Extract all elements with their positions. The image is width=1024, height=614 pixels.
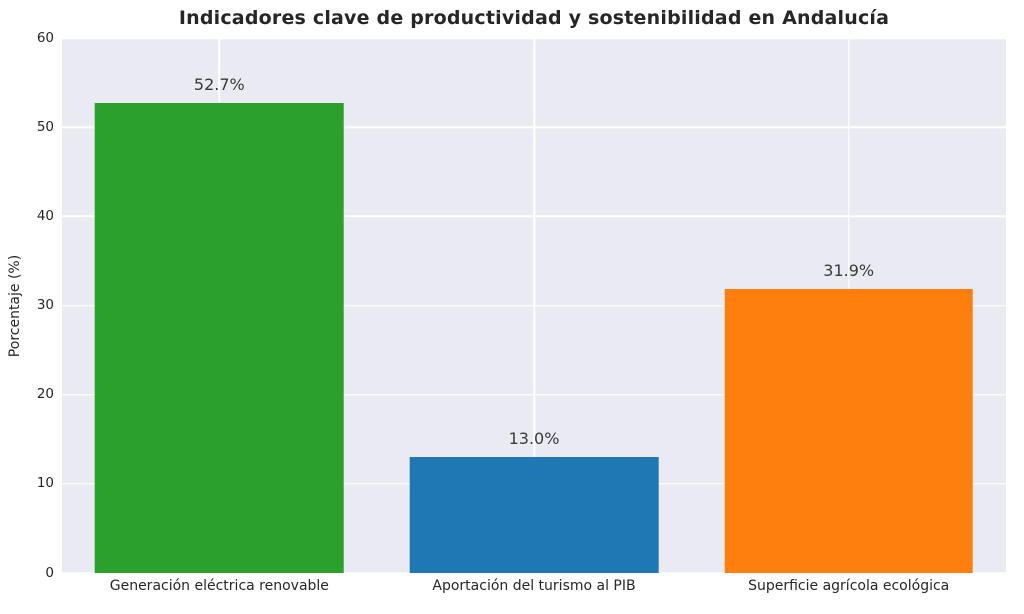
bar-slot: 13.0% xyxy=(377,38,692,573)
y-tick-label: 50 xyxy=(36,118,54,135)
bar-value-label: 52.7% xyxy=(193,75,245,95)
bar-slot: 31.9% xyxy=(691,38,1006,573)
y-tick-label: 0 xyxy=(45,564,54,581)
y-tick-label: 30 xyxy=(36,297,54,313)
x-tick-label: Superficie agrícola ecológica xyxy=(748,578,950,594)
vertical-gridline xyxy=(533,38,535,573)
y-tick-label: 10 xyxy=(36,475,54,492)
bar-3 xyxy=(724,288,973,573)
bar-value-label: 13.0% xyxy=(508,429,560,449)
chart-title: Indicadores clave de productividad y sos… xyxy=(178,7,890,29)
x-tick-label: Generación eléctrica renovable xyxy=(109,578,329,594)
y-tick-label: 20 xyxy=(36,386,54,403)
y-tick-label: 40 xyxy=(36,207,54,224)
plot-area: 52.7% 13.0% 31.9% xyxy=(62,38,1006,573)
bar-value-label: 31.9% xyxy=(823,260,875,280)
bar-1 xyxy=(95,103,344,573)
x-axis-ticks: Generación eléctrica renovable Aportación… xyxy=(62,578,1006,594)
bar-2 xyxy=(409,457,659,573)
bar-slot: 52.7% xyxy=(62,38,377,573)
y-tick-label: 60 xyxy=(36,29,54,46)
y-axis-ticks: 0 10 20 30 40 50 60 xyxy=(0,30,54,581)
x-tick-label: Aportación del turismo al PIB xyxy=(432,578,636,594)
